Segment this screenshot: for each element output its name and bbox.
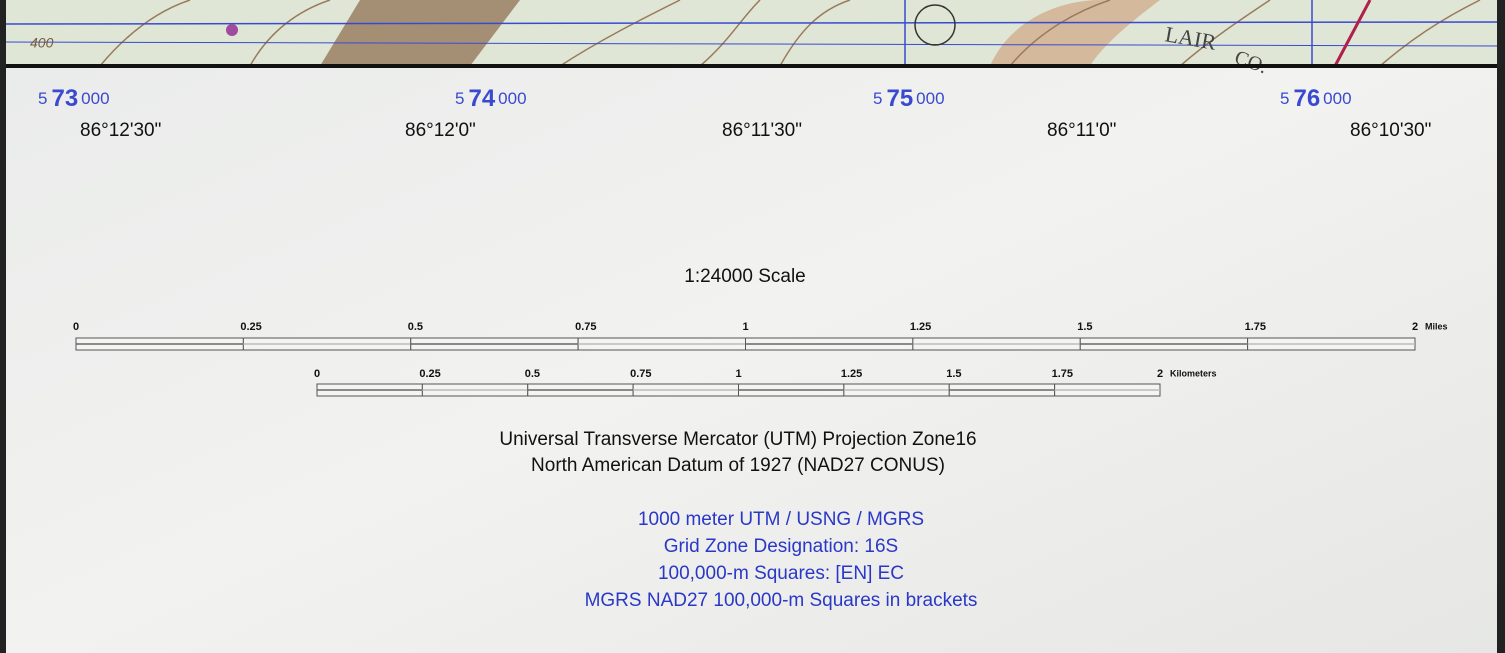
longitude-label: 86°10'30"	[1350, 120, 1431, 141]
longitude-label: 86°11'30"	[722, 120, 802, 141]
map-strip: 400 LAIR CO.	[0, 0, 1505, 78]
utm-prefix: 5	[38, 89, 47, 108]
utm-prefix: 5	[873, 89, 882, 108]
map-label: 400	[30, 35, 54, 51]
projection-text: North American Datum of 1927 (NAD27 CONU…	[531, 455, 945, 476]
grid-info-text: MGRS NAD27 100,000-m Squares in brackets	[585, 590, 978, 611]
scale-unit: Kilometers	[1170, 368, 1217, 378]
utm-suffix: 000	[916, 89, 944, 108]
scale-label: 1.5	[1077, 321, 1092, 333]
utm-label: 5 73 000	[38, 85, 110, 112]
grid-info-text: 100,000-m Squares: [EN] EC	[658, 563, 904, 584]
scale-label: 0.25	[419, 368, 440, 380]
photo-edge	[0, 0, 6, 653]
longitude-label: 86°12'0"	[405, 120, 476, 141]
scale-label: 1.75	[1052, 368, 1073, 380]
scale-label: 1	[743, 321, 749, 333]
longitude-label: 86°12'30"	[80, 120, 161, 141]
utm-major: 73	[51, 85, 78, 112]
utm-suffix: 000	[1323, 89, 1351, 108]
utm-suffix: 000	[498, 89, 526, 108]
scale-label: 0.25	[240, 321, 261, 333]
scale-label: 0.75	[630, 368, 651, 380]
utm-suffix: 000	[81, 89, 109, 108]
scale-label: 0.75	[575, 321, 596, 333]
scale-label: 0.5	[525, 368, 540, 380]
scale-label: 1.75	[1245, 321, 1266, 333]
projection-text: Universal Transverse Mercator (UTM) Proj…	[499, 429, 976, 450]
scale-label: 2	[1412, 321, 1418, 333]
scale-label: 0	[314, 368, 320, 380]
utm-label: 5 76 000	[1280, 85, 1352, 112]
grid-info-text: 1000 meter UTM / USNG / MGRS	[638, 509, 924, 530]
scale-label: 0.5	[408, 321, 423, 333]
grid-info-text: Grid Zone Designation: 16S	[664, 536, 898, 557]
scale-label: 1.25	[910, 321, 931, 333]
scale-label: 2	[1157, 368, 1163, 380]
longitude-label: 86°11'0"	[1047, 120, 1116, 141]
utm-major: 76	[1293, 85, 1320, 112]
utm-prefix: 5	[455, 89, 464, 108]
utm-label: 5 75 000	[873, 85, 945, 112]
utm-major: 75	[886, 85, 913, 112]
scale-unit: Miles	[1425, 321, 1448, 331]
scale-label: 1.5	[946, 368, 961, 380]
utm-label: 5 74 000	[455, 85, 527, 112]
scale-label: 1	[736, 368, 742, 380]
utm-major: 74	[468, 85, 495, 112]
photo-edge	[1497, 0, 1505, 653]
scale-label: 0	[73, 321, 79, 333]
utm-prefix: 5	[1280, 89, 1289, 108]
scale-label: 1.25	[841, 368, 862, 380]
scale-title: 1:24000 Scale	[684, 266, 806, 287]
